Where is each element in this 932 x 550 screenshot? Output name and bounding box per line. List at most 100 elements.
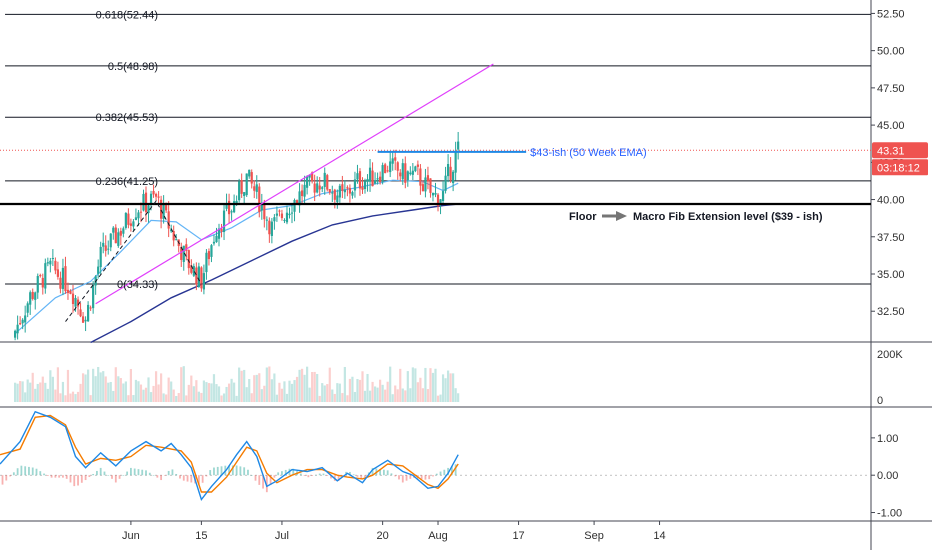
osc-histogram-bar: [360, 475, 363, 480]
time-axis[interactable]: Jun 15 Jul 20 Aug 17 Sep 14: [122, 521, 666, 542]
volume-bar: [368, 390, 372, 402]
candle-body: [197, 266, 200, 288]
volume-bar: [212, 374, 216, 402]
arrow-head: [616, 211, 627, 222]
candle-body: [250, 172, 253, 184]
ab-pattern-line: [65, 200, 202, 322]
osc-histogram-bar: [330, 475, 332, 479]
volume-tick-label: 200K: [877, 349, 903, 361]
volume-bar: [253, 375, 256, 402]
time-tick-label: 14: [653, 530, 665, 542]
candle-body: [170, 229, 173, 232]
candle-body: [356, 173, 359, 180]
candle-body: [39, 275, 42, 277]
osc-histogram-bar: [277, 472, 280, 476]
volume-bar: [454, 388, 457, 402]
volume-bar: [391, 394, 394, 402]
candle-body: [44, 263, 47, 289]
candle-body: [34, 292, 37, 300]
volume-bar: [321, 383, 324, 402]
candle-body: [384, 164, 387, 174]
volume-bar: [263, 385, 266, 402]
volume-bar: [238, 367, 241, 402]
volume-bar: [69, 393, 72, 402]
time-tick-label: 20: [377, 530, 389, 542]
osc-histogram-bar: [265, 475, 268, 493]
candle-body: [444, 175, 447, 191]
volume-bar: [81, 373, 85, 402]
volume-bar: [419, 377, 422, 402]
osc-histogram-bar: [315, 474, 317, 476]
candle-body: [366, 178, 369, 182]
time-tick-label: 15: [195, 530, 207, 542]
osc-histogram-bar: [349, 471, 351, 476]
osc-histogram-bar: [69, 475, 72, 483]
volume-bar: [300, 368, 304, 402]
osc-histogram-bar: [126, 471, 129, 476]
price-tick-label: 40.00: [877, 195, 905, 207]
candle-body: [79, 309, 82, 317]
candle-body: [59, 277, 62, 289]
candle-body: [436, 194, 440, 207]
osc-histogram-bar: [443, 469, 446, 476]
volume-bar: [144, 387, 148, 402]
candle-body: [132, 221, 135, 227]
fib-label-0618: 0.618(52.44): [96, 9, 158, 21]
osc-histogram-bar: [454, 464, 457, 476]
osc-histogram-bar: [382, 469, 385, 476]
volume-bar: [449, 373, 452, 402]
candle-body: [230, 211, 233, 213]
osc-histogram-bar: [152, 475, 155, 476]
candle-body: [441, 191, 445, 201]
volume-bar: [444, 378, 447, 402]
volume-bar: [336, 383, 339, 402]
candle-body: [227, 200, 231, 215]
volume-bar: [66, 369, 70, 402]
candle-body: [263, 202, 266, 220]
osc-histogram-bar: [337, 475, 340, 481]
candle-body: [265, 219, 268, 221]
candle-body: [117, 232, 120, 246]
candle-body: [454, 150, 457, 173]
volume-bar: [275, 394, 279, 402]
osc-histogram-bar: [160, 475, 163, 481]
candle-body: [245, 173, 248, 196]
volume-bar: [452, 373, 455, 402]
candle-body: [99, 246, 102, 268]
candle-body: [431, 192, 435, 196]
volume-bar: [366, 373, 369, 402]
volume-bar: [421, 388, 425, 402]
volume-bar: [446, 370, 450, 402]
price-tick-label: 32.50: [877, 306, 905, 318]
volume-bar: [235, 395, 238, 402]
candle-body: [16, 324, 19, 334]
volume-bar: [127, 395, 130, 402]
osc-histogram-bar: [284, 469, 287, 476]
candle-body: [376, 178, 379, 180]
candle-body: [154, 193, 158, 197]
price-tick-label: 35.00: [877, 269, 905, 281]
volume-bar: [240, 370, 243, 402]
candle-body: [182, 245, 185, 262]
osc-histogram-bar: [35, 468, 38, 476]
volume-bar: [441, 374, 445, 402]
candle-body: [109, 233, 112, 248]
volume-bar: [311, 372, 314, 402]
candle-body: [363, 181, 367, 190]
osc-histogram-bar: [262, 475, 264, 489]
volume-bar: [202, 380, 206, 402]
volume-bar: [19, 381, 22, 402]
volume-bar: [268, 366, 271, 402]
volume-bar: [288, 380, 291, 402]
candle-body: [389, 161, 392, 173]
volume-bar: [76, 391, 80, 402]
candle-body: [139, 211, 143, 213]
osc-histogram-bar: [243, 467, 246, 476]
candle-body: [401, 163, 404, 180]
volume-bar: [379, 379, 382, 402]
volume-bar: [26, 379, 29, 402]
volume-bar: [338, 383, 341, 402]
price-axis[interactable]: 52.5050.0047.5045.0042.5040.0037.5035.00…: [871, 8, 905, 520]
candle-body: [81, 316, 85, 323]
candle-body: [414, 166, 417, 172]
